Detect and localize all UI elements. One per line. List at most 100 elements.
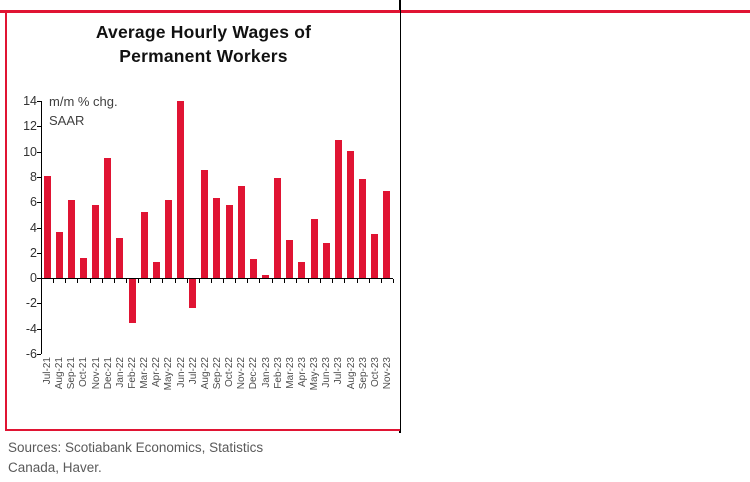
bar-Aug-22 (201, 170, 208, 278)
x-axis-tick-mark (102, 279, 103, 283)
y-axis-tick-mark (37, 101, 41, 102)
bar-Nov-23 (383, 191, 390, 278)
y-axis-tick-label: 10 (23, 144, 37, 159)
x-axis-tick-mark (199, 279, 200, 283)
source-note-line1: Sources: Scotiabank Economics, Statistic… (8, 440, 264, 455)
bar-Jan-22 (116, 238, 123, 278)
x-axis-label-text: Oct-22 (224, 357, 235, 388)
y-axis-tick-mark (37, 202, 41, 204)
x-axis-tick-mark (126, 279, 127, 283)
x-axis-label-text: Jul-21 (42, 357, 53, 385)
bar-Nov-21 (92, 205, 99, 278)
bar-Jul-22 (189, 279, 196, 308)
x-axis-label-text: Nov-22 (236, 357, 247, 390)
bar-Aug-21 (56, 232, 63, 278)
bar-Oct-22 (226, 205, 233, 278)
x-axis-tick-mark (369, 279, 370, 283)
bar-Sep-23 (359, 179, 366, 278)
bar-Feb-23 (274, 178, 281, 278)
x-axis-tick-mark (187, 279, 188, 283)
x-axis-tick-mark (223, 279, 224, 283)
x-axis-label-text: Jan-22 (115, 357, 126, 388)
x-axis-label-text: Jul-22 (188, 357, 199, 385)
x-axis-tick-mark (357, 279, 358, 283)
x-axis-label-text: Mar-23 (285, 357, 296, 389)
chart-annotation: m/m % chg. SAAR (49, 93, 118, 131)
bar-Nov-22 (238, 186, 245, 278)
x-axis-zero-line (41, 278, 393, 279)
bar-Dec-21 (104, 158, 111, 278)
bar-Apr-23 (298, 262, 305, 278)
x-axis-tick-mark (150, 279, 151, 283)
chart-panel: Average Hourly Wages of Permanent Worker… (5, 10, 400, 431)
x-axis-tick-mark (332, 279, 333, 283)
y-axis-tick-mark (37, 328, 41, 330)
x-axis-tick-mark (344, 279, 345, 283)
x-axis-tick-mark (90, 279, 91, 283)
chart-title-line2: Permanent Workers (119, 45, 288, 66)
x-axis-tick-mark (114, 279, 115, 283)
x-axis-tick-mark (41, 279, 42, 283)
bar-Mar-23 (286, 240, 293, 278)
x-axis-label-text: Mar-22 (139, 357, 150, 389)
plot-area: 14 12 10 8 6 4 2 0 -2 -4 -6 Jul-21 Aug-21 Sep-21 Oct-2… (7, 13, 400, 429)
y-axis-line (41, 101, 42, 354)
bar-Sep-22 (213, 198, 220, 278)
x-axis-label-text: Aug-21 (54, 357, 65, 390)
x-axis-label-text: Dec-21 (103, 357, 114, 390)
y-axis-tick-label: -6 (25, 347, 37, 361)
vertical-divider-line (399, 0, 401, 433)
x-axis-label-text: Apr-23 (297, 357, 308, 388)
y-axis-tick-label: 8 (30, 169, 37, 184)
x-axis-tick-mark (53, 279, 54, 283)
x-axis-tick-mark (247, 279, 248, 283)
x-axis-label-text: Feb-22 (127, 357, 138, 389)
y-axis-tick-mark (37, 252, 41, 254)
x-axis-tick-mark (272, 279, 273, 283)
x-axis-label-text: Aug-23 (346, 357, 357, 390)
y-axis-tick-mark (37, 151, 41, 153)
bar-Oct-23 (371, 234, 378, 278)
x-axis-label-text: Sep-21 (66, 357, 77, 390)
y-axis-tick-mark (37, 126, 41, 128)
y-axis-tick-label: 0 (30, 271, 37, 286)
source-note-line2: Canada, Haver. (8, 460, 102, 476)
x-axis-tick-mark (65, 279, 66, 283)
bar-Dec-22 (250, 259, 257, 278)
x-axis-tick-mark (308, 279, 309, 283)
chart-title: Average Hourly Wages of Permanent Worker… (7, 21, 400, 68)
x-axis-tick-mark (138, 279, 139, 283)
x-axis-label-text: May-23 (309, 357, 320, 391)
bar-Jun-23 (323, 243, 330, 278)
y-axis-tick-mark (37, 176, 41, 178)
bar-Jan-23 (262, 275, 269, 278)
x-axis-tick-mark (175, 279, 176, 283)
bar-Jul-23 (335, 140, 342, 278)
bar-May-22 (165, 200, 172, 278)
x-axis-tick-mark (235, 279, 236, 283)
x-axis-tick-mark (381, 279, 382, 283)
x-axis-label-text: Aug-22 (200, 357, 211, 390)
x-axis-label-text: Sep-22 (212, 357, 223, 390)
bar-Sep-21 (68, 200, 75, 278)
annotation-line1: m/m % chg. (49, 94, 118, 109)
y-axis-tick-mark (37, 303, 41, 305)
x-axis-tick-mark (211, 279, 212, 283)
y-axis-tick-mark (37, 354, 41, 355)
x-axis-label-text: Jun-23 (321, 357, 332, 388)
x-axis-tick-mark (284, 279, 285, 283)
x-axis-tick-mark (77, 279, 78, 283)
annotation-line2: SAAR (49, 112, 85, 128)
x-axis-label-text: Nov-23 (382, 357, 393, 390)
bar-Jul-21 (44, 176, 51, 278)
x-axis-tick-mark (162, 279, 163, 283)
bar-Aug-23 (347, 151, 354, 278)
x-axis-tick-mark (259, 279, 260, 283)
bar-Mar-22 (141, 212, 148, 278)
bar-May-23 (311, 219, 318, 278)
bar-Apr-22 (153, 262, 160, 278)
bar-Jun-22 (177, 101, 184, 278)
y-axis-tick-label: 4 (30, 220, 37, 235)
x-axis-label-text: Oct-21 (78, 357, 89, 388)
